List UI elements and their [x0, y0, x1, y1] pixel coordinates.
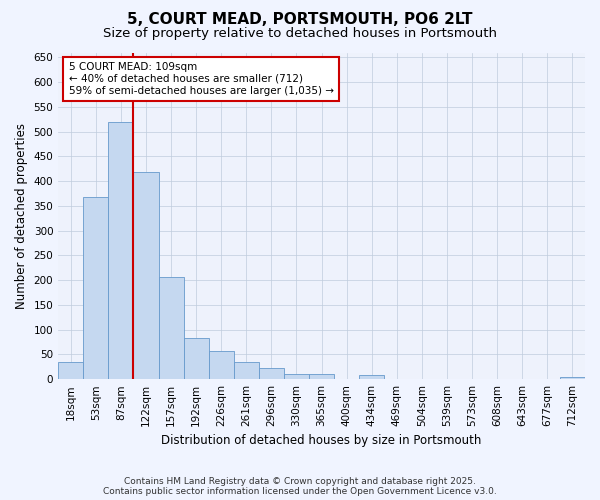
- Bar: [109, 122, 133, 379]
- Y-axis label: Number of detached properties: Number of detached properties: [15, 123, 28, 309]
- Text: 5, COURT MEAD, PORTSMOUTH, PO6 2LT: 5, COURT MEAD, PORTSMOUTH, PO6 2LT: [127, 12, 473, 28]
- Bar: [259, 368, 284, 379]
- X-axis label: Distribution of detached houses by size in Portsmouth: Distribution of detached houses by size …: [161, 434, 482, 448]
- Text: Contains HM Land Registry data © Crown copyright and database right 2025.
Contai: Contains HM Land Registry data © Crown c…: [103, 476, 497, 496]
- Text: 5 COURT MEAD: 109sqm
← 40% of detached houses are smaller (712)
59% of semi-deta: 5 COURT MEAD: 109sqm ← 40% of detached h…: [69, 62, 334, 96]
- Bar: [184, 338, 209, 379]
- Bar: [560, 376, 585, 379]
- Bar: [359, 375, 385, 379]
- Text: Size of property relative to detached houses in Portsmouth: Size of property relative to detached ho…: [103, 28, 497, 40]
- Bar: [133, 172, 158, 379]
- Bar: [209, 351, 234, 379]
- Bar: [234, 362, 259, 379]
- Bar: [158, 276, 184, 379]
- Bar: [284, 374, 309, 379]
- Bar: [83, 197, 109, 379]
- Bar: [58, 362, 83, 379]
- Bar: [309, 374, 334, 379]
